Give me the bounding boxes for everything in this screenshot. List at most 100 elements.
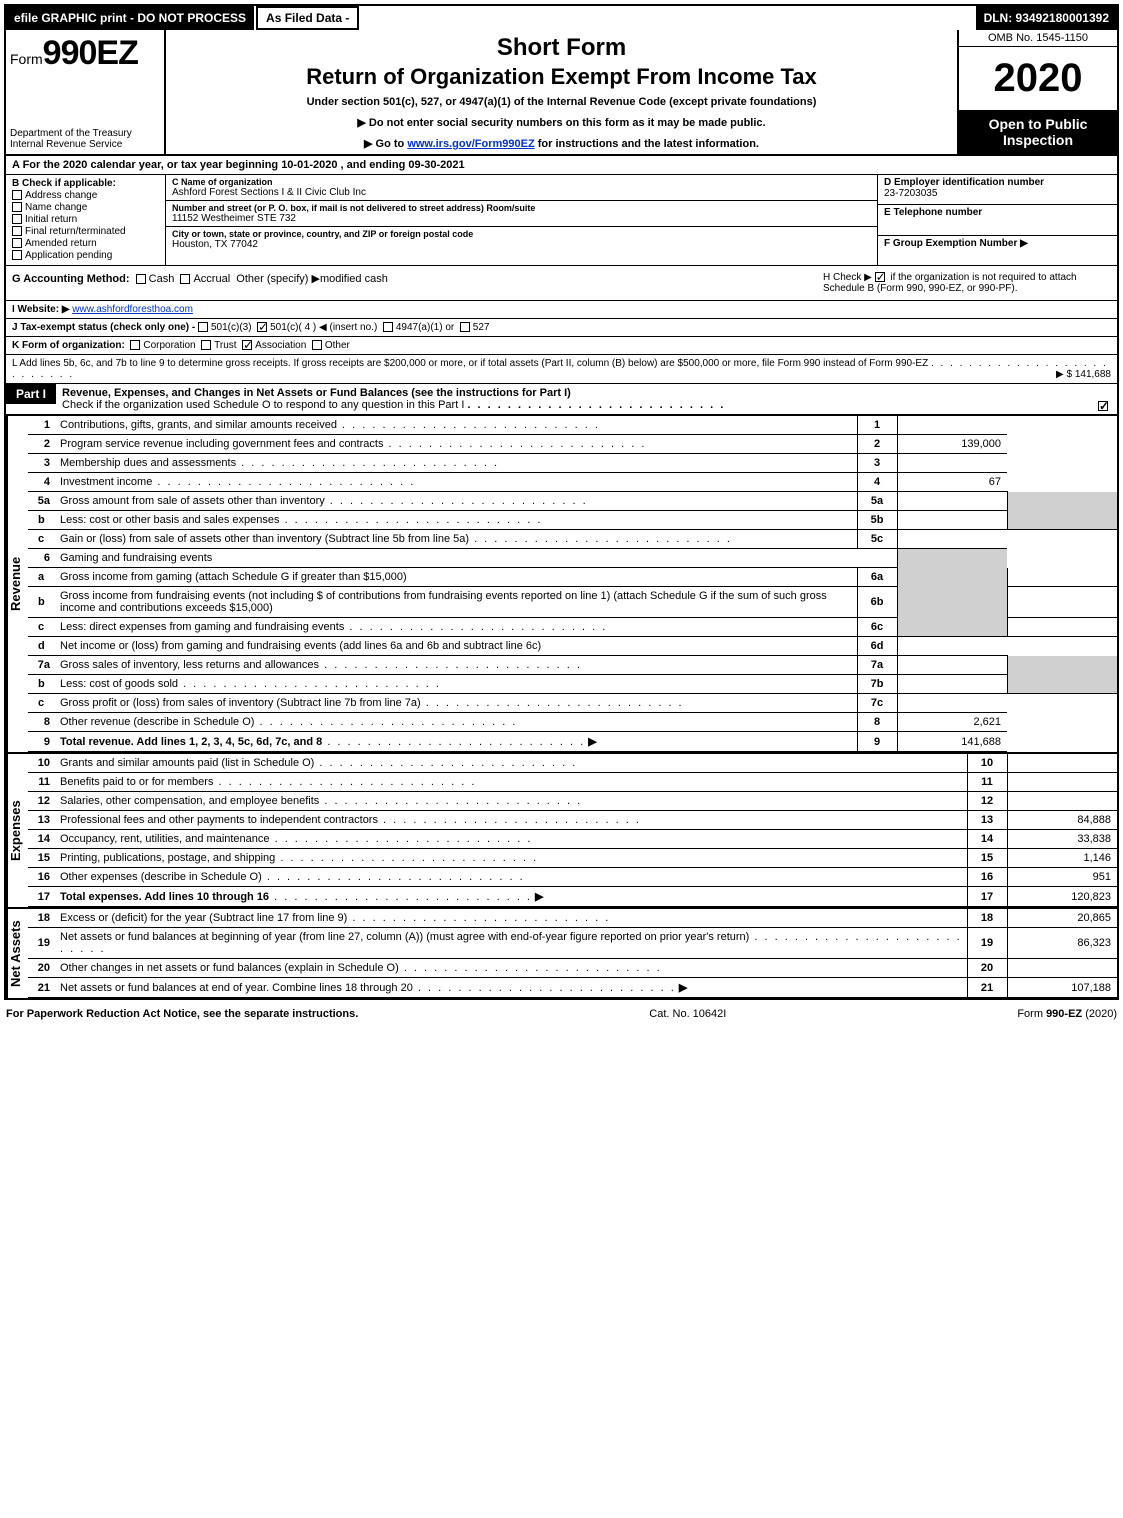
netassets-table: 18Excess or (deficit) for the year (Subt… bbox=[28, 909, 1117, 998]
ck-other[interactable] bbox=[312, 340, 322, 350]
line-11: 11Benefits paid to or for members11 bbox=[28, 773, 1117, 792]
part1-header: Part I Revenue, Expenses, and Changes in… bbox=[6, 384, 1117, 416]
expenses-block: Expenses 10Grants and similar amounts pa… bbox=[6, 752, 1117, 907]
l-text: L Add lines 5b, 6c, and 7b to line 9 to … bbox=[12, 358, 928, 369]
form-number: Form990EZ bbox=[10, 34, 160, 73]
k-trust: Trust bbox=[214, 340, 236, 351]
ck-corp[interactable] bbox=[130, 340, 140, 350]
row-j: J Tax-exempt status (check only one) - 5… bbox=[6, 319, 1117, 337]
org-name: Ashford Forest Sections I & II Civic Clu… bbox=[172, 187, 871, 198]
section-bcdef: B Check if applicable: Address change Na… bbox=[6, 175, 1117, 266]
footer-right: Form 990-EZ (2020) bbox=[1017, 1008, 1117, 1020]
ck-trust[interactable] bbox=[201, 340, 211, 350]
line-a: A For the 2020 calendar year, or tax yea… bbox=[6, 156, 1117, 175]
d-cell: D Employer identification number 23-7203… bbox=[878, 175, 1117, 205]
k-label: K Form of organization: bbox=[12, 340, 125, 351]
line-16: 16Other expenses (describe in Schedule O… bbox=[28, 868, 1117, 887]
g-label: G Accounting Method: bbox=[12, 273, 130, 285]
i-label: I Website: ▶ bbox=[12, 304, 70, 315]
b-label: B Check if applicable: bbox=[12, 178, 159, 189]
part1-label: Part I bbox=[6, 384, 56, 404]
line-17: 17Total expenses. Add lines 10 through 1… bbox=[28, 887, 1117, 907]
row-i: I Website: ▶ www.ashfordforesthoa.com bbox=[6, 301, 1117, 319]
line-12: 12Salaries, other compensation, and empl… bbox=[28, 792, 1117, 811]
goto-pre: ▶ Go to bbox=[364, 138, 407, 150]
tax-year: 2020 bbox=[959, 47, 1117, 110]
h-block: H Check ▶ if the organization is not req… bbox=[817, 266, 1117, 300]
line-7c: cGross profit or (loss) from sales of in… bbox=[28, 694, 1117, 713]
website-link[interactable]: www.ashfordforesthoa.com bbox=[72, 304, 193, 315]
topband-spacer bbox=[359, 6, 975, 30]
form-prefix: Form bbox=[10, 51, 43, 67]
col-b: B Check if applicable: Address change Na… bbox=[6, 175, 166, 265]
header-right: OMB No. 1545-1150 2020 Open to Public In… bbox=[957, 30, 1117, 154]
ck-part1-schedo[interactable] bbox=[1098, 401, 1108, 411]
ck-assoc[interactable] bbox=[242, 340, 252, 350]
form-page: efile GRAPHIC print - DO NOT PROCESS As … bbox=[4, 4, 1119, 1000]
j-527: 527 bbox=[473, 322, 490, 333]
h-pre: H Check ▶ bbox=[823, 272, 875, 283]
open-inspection: Open to Public Inspection bbox=[959, 110, 1117, 154]
ck-final-return[interactable]: Final return/terminated bbox=[12, 226, 159, 237]
c-addr-cell: Number and street (or P. O. box, if mail… bbox=[166, 201, 877, 227]
k-assoc: Association bbox=[255, 340, 306, 351]
line-13: 13Professional fees and other payments t… bbox=[28, 811, 1117, 830]
part1-desc: Revenue, Expenses, and Changes in Net As… bbox=[56, 384, 1117, 414]
ck-cash[interactable] bbox=[136, 274, 146, 284]
line-6: 6Gaming and fundraising events bbox=[28, 549, 1117, 568]
footer-left: For Paperwork Reduction Act Notice, see … bbox=[6, 1008, 358, 1020]
c-city-label: City or town, state or province, country… bbox=[172, 229, 871, 239]
ck-4947[interactable] bbox=[383, 322, 393, 332]
line-2: 2Program service revenue including gover… bbox=[28, 435, 1117, 454]
e-label: E Telephone number bbox=[884, 207, 1111, 218]
footer: For Paperwork Reduction Act Notice, see … bbox=[0, 1004, 1123, 1024]
ck-501c3[interactable] bbox=[198, 322, 208, 332]
short-form-label: Short Form bbox=[497, 34, 626, 62]
note-ssn: ▶ Do not enter social security numbers o… bbox=[357, 116, 765, 129]
g-other-label: Other (specify) ▶ bbox=[236, 273, 320, 285]
asfiled-label: As Filed Data - bbox=[256, 6, 359, 30]
ck-h[interactable] bbox=[875, 272, 885, 282]
line-14: 14Occupancy, rent, utilities, and mainte… bbox=[28, 830, 1117, 849]
k-other: Other bbox=[325, 340, 350, 351]
row-l: L Add lines 5b, 6c, and 7b to line 9 to … bbox=[6, 355, 1117, 384]
org-address: 11152 Westheimer STE 732 bbox=[172, 213, 871, 224]
ein-value: 23-7203035 bbox=[884, 188, 1111, 199]
e-cell: E Telephone number bbox=[878, 205, 1117, 235]
line-15: 15Printing, publications, postage, and s… bbox=[28, 849, 1117, 868]
c-addr-label: Number and street (or P. O. box, if mail… bbox=[172, 203, 871, 213]
line-18: 18Excess or (deficit) for the year (Subt… bbox=[28, 909, 1117, 928]
ck-501c[interactable] bbox=[257, 322, 267, 332]
c-name-label: C Name of organization bbox=[172, 177, 871, 187]
ck-application-pending[interactable]: Application pending bbox=[12, 250, 159, 261]
ck-amended-return[interactable]: Amended return bbox=[12, 238, 159, 249]
line-8: 8Other revenue (describe in Schedule O)8… bbox=[28, 713, 1117, 732]
form-number-big: 990EZ bbox=[43, 34, 138, 72]
line-20: 20Other changes in net assets or fund ba… bbox=[28, 959, 1117, 978]
part1-check-line: Check if the organization used Schedule … bbox=[62, 399, 464, 411]
ck-address-change[interactable]: Address change bbox=[12, 190, 159, 201]
d-label: D Employer identification number bbox=[884, 177, 1111, 188]
l-amount: ▶ $ 141,688 bbox=[1056, 369, 1111, 380]
line-6d: dNet income or (loss) from gaming and fu… bbox=[28, 637, 1117, 656]
efile-label: efile GRAPHIC print - DO NOT PROCESS bbox=[6, 6, 256, 30]
top-band: efile GRAPHIC print - DO NOT PROCESS As … bbox=[6, 6, 1117, 30]
j-label: J Tax-exempt status (check only one) - bbox=[12, 322, 198, 333]
ck-accrual[interactable] bbox=[180, 274, 190, 284]
ck-527[interactable] bbox=[460, 322, 470, 332]
dln-label: DLN: 93492180001392 bbox=[976, 6, 1117, 30]
line-5a: 5aGross amount from sale of assets other… bbox=[28, 492, 1117, 511]
return-title: Return of Organization Exempt From Incom… bbox=[306, 64, 817, 90]
return-sub: Under section 501(c), 527, or 4947(a)(1)… bbox=[307, 96, 817, 108]
expenses-table: 10Grants and similar amounts paid (list … bbox=[28, 754, 1117, 907]
line-5b: bLess: cost or other basis and sales exp… bbox=[28, 511, 1117, 530]
goto-post: for instructions and the latest informat… bbox=[535, 138, 759, 150]
line-9: 9Total revenue. Add lines 1, 2, 3, 4, 5c… bbox=[28, 732, 1117, 752]
ck-initial-return[interactable]: Initial return bbox=[12, 214, 159, 225]
j-501c-post: ) ◀ (insert no.) bbox=[310, 322, 377, 333]
f-cell: F Group Exemption Number ▶ bbox=[878, 236, 1117, 265]
irs-link[interactable]: www.irs.gov/Form990EZ bbox=[407, 138, 534, 150]
ck-name-change[interactable]: Name change bbox=[12, 202, 159, 213]
line-7a: 7aGross sales of inventory, less returns… bbox=[28, 656, 1117, 675]
line-3: 3Membership dues and assessments3 bbox=[28, 454, 1117, 473]
